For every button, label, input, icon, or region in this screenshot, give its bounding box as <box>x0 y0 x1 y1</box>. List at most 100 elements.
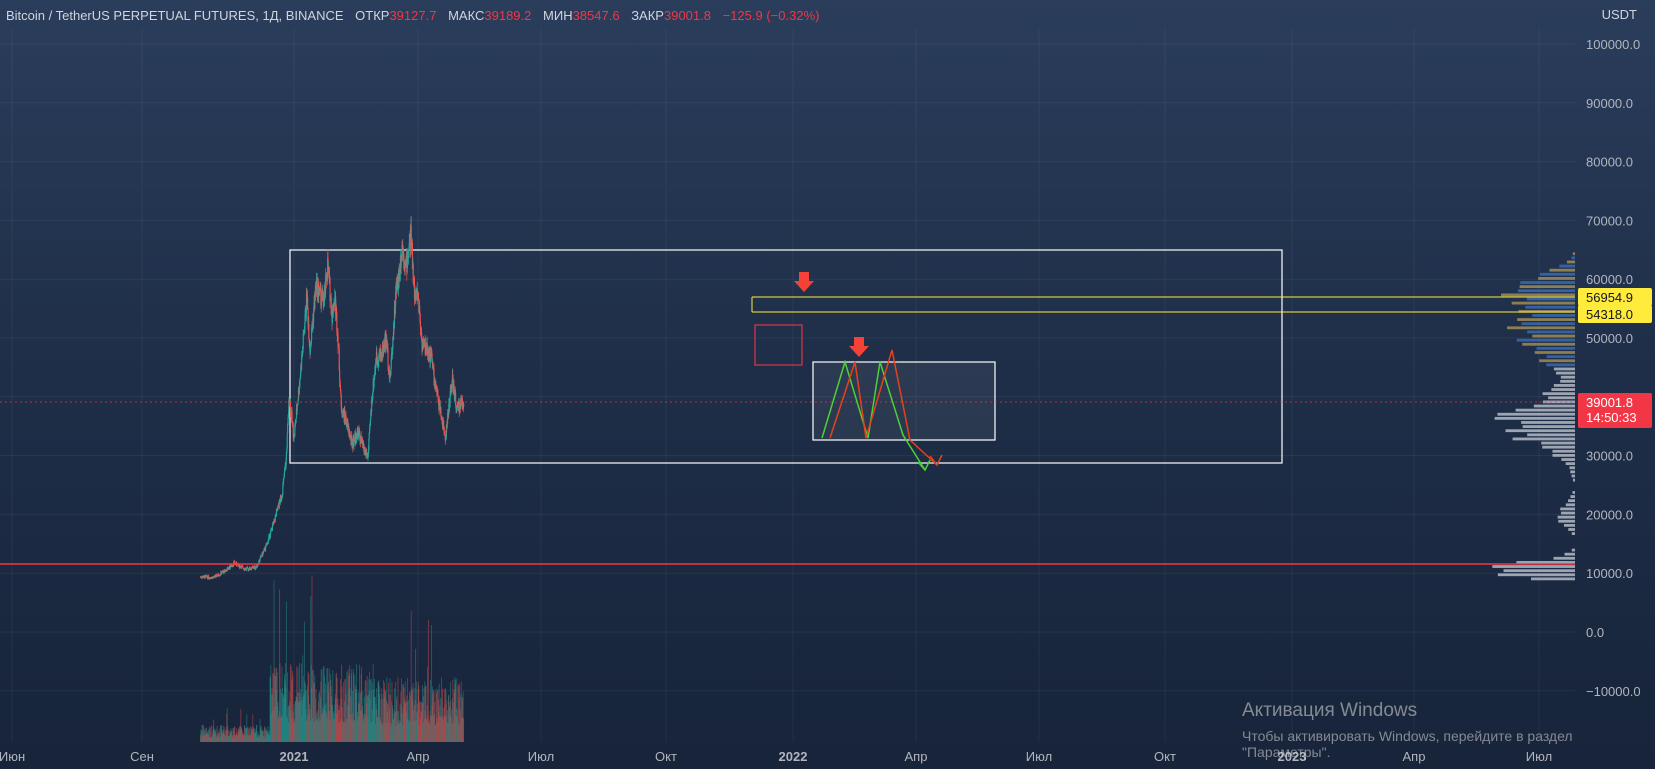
volume-bar <box>351 719 353 742</box>
candle-body <box>203 577 205 579</box>
volume-bar <box>428 720 430 742</box>
volume-bar <box>317 701 319 742</box>
volume-bar <box>220 725 222 742</box>
volume-bar <box>329 720 331 742</box>
volume-bar <box>393 688 395 742</box>
price-axis[interactable]: 100000.0 90000.0 80000.0 70000.0 60000.0 5000… <box>1586 37 1641 699</box>
volume-bar <box>311 575 313 742</box>
volume-bar <box>212 725 214 742</box>
volume-bar <box>303 693 305 742</box>
volume-bar <box>242 734 244 742</box>
candle-body <box>307 297 309 308</box>
candle-body <box>309 348 311 355</box>
red-projection-path <box>829 349 938 466</box>
volume-bar <box>361 706 363 742</box>
volume-bar <box>376 717 378 742</box>
candle-body <box>381 352 383 358</box>
candle-body <box>449 386 451 397</box>
level-low-badge-text: 54318.0 <box>1586 307 1633 322</box>
volume-bar <box>353 720 355 742</box>
volume-bar <box>272 710 274 742</box>
volume-bar <box>383 682 385 742</box>
volume-bar <box>394 710 396 742</box>
volume-bar <box>293 704 295 742</box>
volume-bar <box>290 666 292 742</box>
currency-label[interactable]: USDT <box>1601 7 1637 22</box>
candle-body <box>430 350 432 354</box>
candle-body <box>283 478 285 482</box>
volume-bar <box>305 708 307 742</box>
volume-bar <box>446 700 448 742</box>
volume-bar <box>295 701 297 742</box>
symbol-title[interactable]: Bitcoin / TetherUS PERPETUAL FUTURES, 1Д… <box>6 8 344 23</box>
volume-profile-bar <box>1525 305 1575 309</box>
volume-bar <box>341 664 343 742</box>
volume-bar <box>339 679 341 742</box>
drawings[interactable] <box>0 272 1575 565</box>
volume-profile-bar <box>1552 449 1575 453</box>
volume-bar <box>412 700 414 742</box>
volume-bar <box>207 731 209 742</box>
time-axis[interactable]: Июн Сен 2021 Апр Июл Окт 2022 Апр Июл Окт 2023 Апр И… <box>0 749 1552 764</box>
range-boxes[interactable] <box>289 249 1283 464</box>
volume-bar <box>249 735 251 742</box>
volume-profile-bar <box>1571 256 1575 260</box>
candle-body <box>328 268 330 275</box>
volume-profile-bar <box>1542 400 1575 404</box>
volume-profile-bar <box>1521 322 1575 326</box>
volume-bar <box>389 708 391 742</box>
volume-bar <box>431 686 433 742</box>
volume-bar <box>377 682 379 742</box>
volume-bar <box>210 737 212 742</box>
volume-bar <box>264 726 266 742</box>
volume-bar <box>299 693 301 742</box>
candle-body <box>262 552 264 556</box>
volume-bar <box>453 689 455 742</box>
volume-bar <box>369 671 371 742</box>
volume-bar <box>323 666 325 742</box>
volume-bar <box>273 673 275 742</box>
volume-bar <box>330 685 332 742</box>
volume-bar <box>461 697 463 742</box>
volume-bar <box>311 718 313 742</box>
volume-bar <box>316 719 318 742</box>
volume-profile <box>1492 252 1575 581</box>
volume-bar <box>280 714 282 742</box>
volume-bar <box>202 735 204 742</box>
volume-bar <box>293 711 295 742</box>
candle-body <box>214 576 216 578</box>
volume-bar <box>399 703 401 742</box>
volume-bar <box>409 695 411 742</box>
volume-bar <box>238 729 240 742</box>
volume-bar <box>323 666 325 742</box>
volume-bar <box>315 717 317 742</box>
volume-bar <box>422 722 424 742</box>
volume-bar <box>295 696 297 742</box>
candle-body <box>361 438 363 445</box>
volume-profile-bar <box>1557 515 1575 519</box>
volume-bar <box>432 693 434 742</box>
volume-bar <box>276 668 278 742</box>
candle-body <box>309 342 311 348</box>
candle-body <box>461 398 463 408</box>
volume-bar <box>281 692 283 742</box>
candle-body <box>444 433 446 435</box>
volume-bar <box>449 682 451 742</box>
price-tick-label: 90000.0 <box>1586 96 1633 111</box>
volume-bar <box>288 722 290 742</box>
candle-body <box>366 452 368 454</box>
volume-profile-bar <box>1501 293 1575 297</box>
volume-bar <box>443 719 445 742</box>
volume-bar <box>432 689 434 742</box>
candle-body <box>340 394 342 407</box>
volume-bar <box>256 724 258 742</box>
candle-body <box>263 550 265 553</box>
candle-body <box>295 423 297 424</box>
volume-bar <box>381 725 383 742</box>
candle-body <box>307 307 309 325</box>
volume-bar <box>277 706 279 742</box>
volume-profile-bar <box>1570 495 1575 498</box>
volume-bar <box>307 685 309 742</box>
